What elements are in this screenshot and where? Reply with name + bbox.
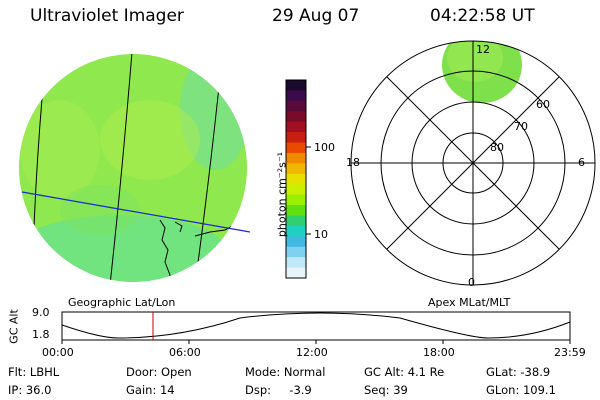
mlt-label-12: 12	[476, 43, 490, 56]
info-glon: GLon: 109.1	[486, 383, 556, 397]
colorbar-tick-10: 10	[314, 228, 328, 241]
time-tick-1800: 18:00	[423, 346, 455, 359]
time-tick-0000: 00:00	[42, 346, 74, 359]
colorbar-stripe	[286, 267, 306, 279]
colorbar-stripe	[286, 215, 306, 227]
altitude-plot	[61, 311, 571, 344]
colorbar-stripe	[286, 236, 306, 248]
time-tick-2359: 23:59	[554, 346, 586, 359]
colorbar-stripe	[286, 225, 306, 237]
gc-alt-axis-label: GC Alt	[7, 309, 21, 344]
mlat-label-60: 60	[536, 98, 550, 111]
colorbar-stripe	[286, 80, 306, 91]
info-gain: Gain: 14	[126, 383, 175, 397]
mlt-label-6: 6	[578, 156, 585, 169]
polar-plot	[350, 40, 596, 286]
date-label: 29 Aug 07	[272, 6, 360, 26]
colorbar-stripe	[286, 152, 306, 164]
mlt-label-0: 0	[468, 276, 475, 289]
geographic-label: Geographic Lat/Lon	[68, 296, 176, 309]
info-dsp: Dsp: -3.9	[245, 383, 312, 397]
mlat-label-70: 70	[514, 120, 528, 133]
colorbar-stripe	[286, 100, 306, 112]
info-glat: GLat: -38.9	[486, 365, 551, 379]
colorbar-stripe	[286, 194, 306, 206]
info-ip: IP: 36.0	[8, 383, 52, 397]
alt-tick-low: 1.8	[32, 328, 50, 341]
info-seq: Seq: 39	[364, 383, 408, 397]
colorbar-stripe	[286, 132, 306, 144]
instrument-title: Ultraviolet Imager	[30, 6, 184, 26]
mlat-label-80: 80	[490, 141, 504, 154]
info-door: Door: Open	[126, 365, 192, 379]
colorbar-stripe	[286, 111, 306, 123]
colorbar-stripe	[286, 184, 306, 196]
colorbar-stripe	[286, 257, 306, 269]
colorbar-stripe	[286, 205, 306, 216]
mlt-label-18: 18	[346, 156, 360, 169]
info-flt: Flt: LBHL	[8, 365, 60, 379]
colorbar-stripe	[286, 90, 306, 102]
info-gcalt: GC Alt: 4.1 Re	[364, 365, 445, 379]
info-mode: Mode: Normal	[245, 365, 326, 379]
color-scale-bar	[285, 79, 311, 279]
colorbar-stripe	[286, 163, 306, 175]
colorbar-stripe	[286, 142, 306, 154]
colorbar-unit-label: photon cm⁻²s⁻¹	[275, 151, 289, 238]
colorbar-stripe	[286, 246, 306, 258]
time-label: 04:22:58 UT	[430, 6, 535, 26]
apex-label: Apex MLat/MLT	[428, 296, 511, 309]
time-tick-1200: 12:00	[296, 346, 328, 359]
alt-tick-high: 9.0	[32, 306, 50, 319]
time-tick-0600: 06:00	[169, 346, 201, 359]
earth-disk-image	[19, 54, 251, 282]
colorbar-stripe	[286, 173, 306, 185]
colorbar-stripe	[286, 121, 306, 133]
colorbar-tick-100: 100	[314, 141, 335, 154]
